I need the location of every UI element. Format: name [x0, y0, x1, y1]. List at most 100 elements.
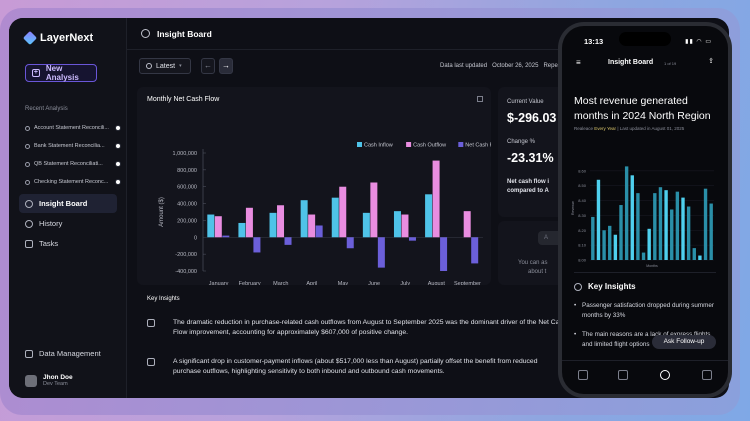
analysis-icon [25, 161, 30, 167]
bar-cash-outflow [214, 216, 222, 238]
clock-icon [146, 63, 152, 69]
recent-item[interactable]: QB Statement Reconciliati... [25, 155, 121, 173]
bar-cash-inflow [393, 211, 401, 238]
recent-item[interactable]: Bank Statement Reconcilia... [25, 137, 121, 155]
revenue-bar [602, 230, 606, 260]
ask-follow-up-button[interactable]: Ask Follow-up [652, 335, 716, 349]
sidebar-item-data-management[interactable]: Data Management [25, 349, 101, 358]
bar-cash-outflow [370, 182, 378, 238]
bar-cash-inflow [362, 212, 370, 238]
x-tick-label: January [209, 281, 229, 285]
bar-cash-outflow [277, 205, 285, 238]
phone-page-count: 1 of 19 [664, 61, 677, 66]
y-tick-label: 200,000 [177, 218, 197, 224]
recent-analysis-heading: Recent Analysis [25, 106, 68, 112]
last-updated: Data last updated October 26, 2025 Repe [440, 63, 558, 69]
lightbulb-icon [25, 199, 33, 208]
bar-cash-inflow [425, 194, 433, 238]
dynamic-island [619, 32, 671, 46]
meta-frequency: Every Year [594, 126, 617, 131]
app-logo[interactable]: LayerNext [22, 30, 94, 46]
bar-net-cash-flow [222, 235, 230, 238]
phone-meta: Realeace Every Year | Last updated in Au… [574, 126, 684, 131]
revenue-bar [591, 216, 595, 260]
arrow-right-icon: → [222, 61, 230, 70]
revenue-bar [681, 197, 685, 260]
user-profile[interactable]: Jhon Doe Dev Team [25, 374, 73, 387]
previous-button[interactable]: ← [201, 58, 215, 74]
chevron-down-icon: ▾ [179, 63, 182, 69]
bar-cash-outflow [463, 211, 471, 238]
ask-hint-line2: about t [528, 269, 547, 275]
sidebar-nav: Insight Board History Tasks [19, 194, 117, 254]
bar-net-cash-flow [315, 225, 323, 238]
sidebar-item-tasks[interactable]: Tasks [19, 234, 117, 253]
phone-headline: Most revenue generated months in 2024 No… [574, 95, 711, 122]
recent-item[interactable]: Account Statement Reconcili... [25, 119, 121, 137]
revenue-bar [641, 252, 646, 260]
tasks-icon [25, 239, 33, 248]
y-tick-label: 8.60 [578, 168, 587, 173]
phone-insight-bullet: Passenger satisfaction dropped during su… [574, 301, 716, 320]
revenue-bar [709, 203, 713, 260]
insight-item: The dramatic reduction in purchase-relat… [147, 318, 567, 338]
revenue-bar [698, 255, 702, 260]
bar-cash-inflow [238, 222, 246, 238]
last-updated-label: Data last updated [440, 63, 488, 69]
chart-title: Monthly Net Cash Flow [147, 96, 220, 103]
revenue-bar [658, 187, 663, 260]
x-tick-label: September [454, 281, 481, 285]
revenue-bar [630, 175, 634, 260]
sidebar-item-insight-board[interactable]: Insight Board [19, 194, 117, 213]
new-analysis-button[interactable]: + New Analysis [25, 64, 97, 82]
divider [574, 272, 716, 273]
last-updated-date: October 26, 2025 [492, 63, 539, 69]
bar-net-cash-flow [346, 237, 354, 249]
phone-screen: 13:13 ▮▮ ◠ ▭ ≡ Insight Board 1 of 19 ⇪ M… [562, 26, 728, 394]
share-icon[interactable]: ⇪ [708, 58, 714, 65]
bar-net-cash-flow [253, 237, 261, 253]
revenue-bar [670, 209, 674, 260]
bar-cash-inflow [300, 200, 308, 238]
revenue-bar [692, 248, 696, 260]
status-icons: ▮▮ ◠ ▭ [685, 39, 712, 45]
sidebar-item-history[interactable]: History [19, 214, 117, 233]
current-value: $-296.03 [507, 111, 557, 125]
y-tick-label: 8.20 [578, 228, 587, 233]
insight-text: The dramatic reduction in purchase-relat… [173, 319, 567, 336]
revenue-bar [703, 188, 708, 260]
expand-icon[interactable] [477, 96, 483, 102]
arrow-left-icon: ← [204, 61, 212, 70]
next-button[interactable]: → [219, 58, 233, 74]
bar-cash-outflow [432, 160, 440, 238]
revenue-chart: 8.60 8.50 8.40 8.30 8.20 8.10 8.00 Revenue Month… [571, 166, 714, 268]
y-tick-label: 8.40 [578, 198, 587, 203]
phone-time: 13:13 [584, 37, 604, 46]
ask-ai-button-label: A [544, 235, 549, 241]
recent-item[interactable]: Checking Statement Reconc... [25, 173, 121, 191]
bar-cash-outflow [339, 186, 347, 238]
analytics-tab-icon[interactable] [702, 370, 712, 380]
y-axis-label: Revenue [571, 201, 575, 215]
y-tick-label: 1,000,000 [173, 151, 197, 157]
bar-cash-outflow [401, 214, 409, 238]
legend-swatch [458, 142, 464, 147]
revenue-bar [675, 191, 680, 260]
version-select[interactable]: Latest ▾ [139, 58, 191, 74]
avatar [25, 374, 37, 387]
insight-tab-icon[interactable] [660, 370, 670, 380]
x-tick-label: April [306, 281, 317, 285]
metric-note-line1: Net cash flow i [507, 179, 550, 185]
menu-icon[interactable]: ≡ [576, 58, 581, 67]
app-name: LayerNext [40, 32, 94, 44]
bar-net-cash-flow [408, 237, 416, 241]
edit-tab-icon[interactable] [578, 370, 588, 380]
bar-cash-outflow [308, 214, 316, 238]
y-tick-label: 400,000 [177, 202, 197, 208]
revenue-bar [608, 225, 612, 260]
revenue-bar [619, 205, 623, 260]
y-tick-label: 800,000 [177, 168, 197, 174]
lightbulb-icon [141, 29, 150, 38]
board-tab-icon[interactable] [618, 370, 628, 380]
analysis-icon [25, 143, 30, 149]
